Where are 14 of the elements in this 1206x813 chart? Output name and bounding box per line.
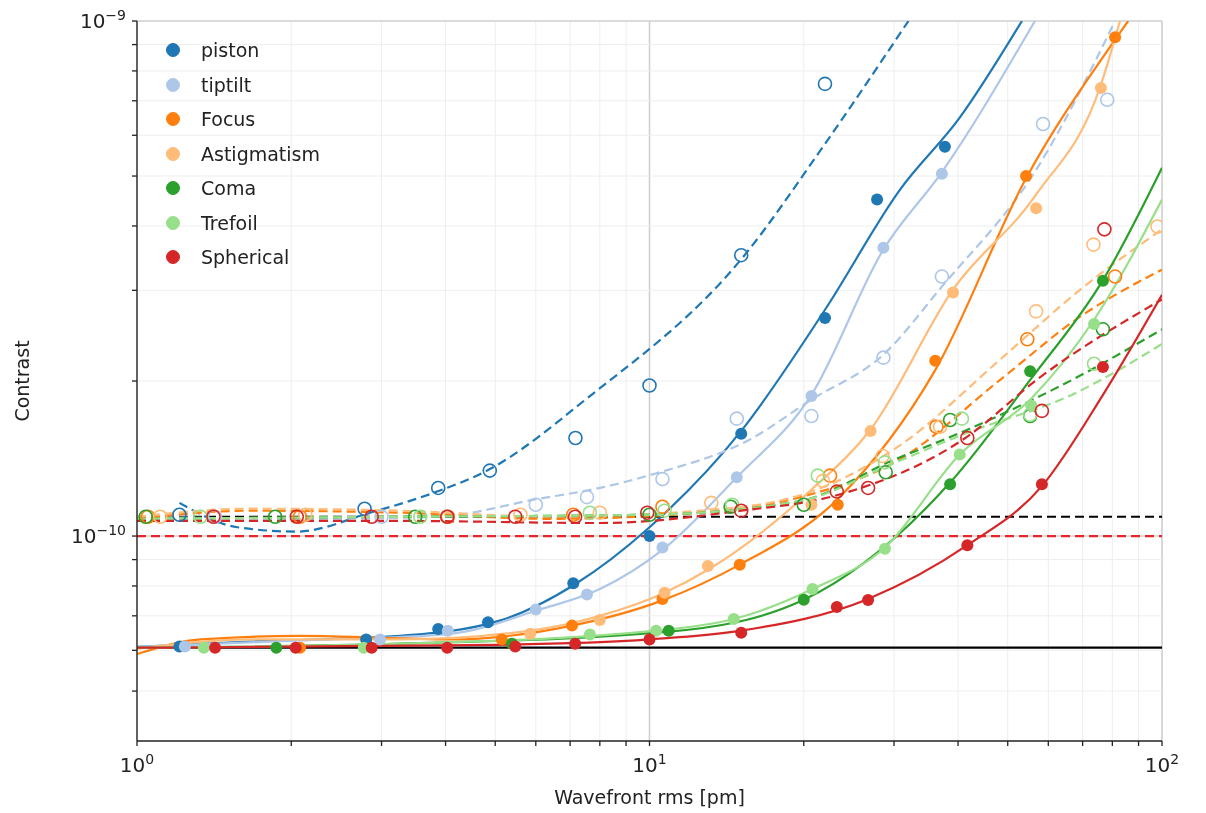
x-tick-label: 10$^{0}$ [119,751,155,777]
legend-label: Trefoil [201,210,258,236]
legend-label: Focus [201,107,256,132]
legend-label: Astigmatism [201,141,320,167]
legend-label: Coma [201,176,257,201]
legend-label: piston [201,38,260,63]
x-tick-label: 10$^{2}$ [1144,751,1180,777]
x-axis-title: Wavefront rms [pm] [554,786,745,808]
x-tick-label: 10$^{1}$ [632,751,667,777]
y-axis-title: Contrast [10,340,33,422]
y-tick-label: 10$^{−9}$ [79,7,126,33]
legend-label: tiptilt [201,72,252,98]
legend-label: Spherical [201,245,290,270]
y-tick-label: 10$^{−10}$ [71,522,126,549]
